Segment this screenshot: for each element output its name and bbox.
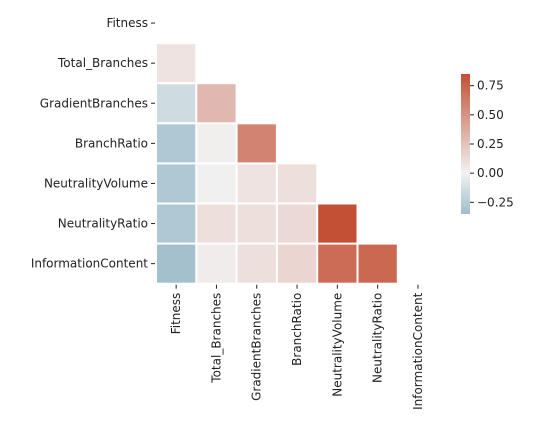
heatmap-cell-InformationContent-BranchRatio bbox=[277, 244, 317, 283]
y-label-NeutralityVolume: NeutralityVolume bbox=[44, 176, 148, 190]
heatmap-cell-NeutralityVolume-GradientBranches bbox=[237, 164, 276, 203]
y-label-Fitness: Fitness bbox=[106, 16, 148, 30]
y-label-BranchRatio: BranchRatio bbox=[75, 136, 148, 150]
heatmap-cell-Total_Branches-Fitness bbox=[157, 44, 196, 83]
heatmap-cell-BranchRatio-GradientBranches bbox=[237, 124, 276, 163]
y-axis-labels: Fitness Total_Branches GradientBranches Bra… bbox=[31, 16, 155, 271]
colorbar-tick-label: 0.75 bbox=[477, 79, 504, 93]
heatmap-cell-InformationContent-Fitness bbox=[157, 244, 196, 283]
colorbar-tick-label: 0.50 bbox=[477, 108, 504, 122]
heatmap-cell-NeutralityVolume-BranchRatio bbox=[277, 164, 317, 203]
heatmap-cell-GradientBranches-Total_Branches bbox=[197, 84, 236, 123]
heatmap-cell-InformationContent-Total_Branches bbox=[197, 244, 236, 283]
heatmap-cell-InformationContent-NeutralityVolume bbox=[318, 244, 357, 283]
x-label-GradientBranches: GradientBranches bbox=[250, 293, 264, 401]
x-label-NeutralityRatio: NeutralityRatio bbox=[371, 293, 385, 383]
y-label-InformationContent: InformationContent bbox=[31, 257, 148, 271]
x-label-NeutralityVolume: NeutralityVolume bbox=[330, 293, 344, 397]
heatmap-cell-NeutralityRatio-BranchRatio bbox=[277, 204, 317, 243]
heatmap-cells bbox=[157, 44, 397, 283]
colorbar-gradient bbox=[461, 74, 470, 214]
x-label-Total_Branches: Total_Branches bbox=[209, 293, 223, 384]
heatmap-cell-GradientBranches-Fitness bbox=[157, 84, 196, 123]
colorbar-tick-label: 0.25 bbox=[477, 137, 504, 151]
heatmap-cell-NeutralityRatio-NeutralityVolume bbox=[318, 204, 357, 243]
heatmap-cell-BranchRatio-Total_Branches bbox=[197, 124, 236, 163]
heatmap-cell-InformationContent-NeutralityRatio bbox=[358, 244, 397, 283]
x-label-InformationContent: InformationContent bbox=[411, 292, 425, 409]
x-label-Fitness: Fitness bbox=[169, 293, 183, 335]
heatmap-cell-InformationContent-GradientBranches bbox=[237, 244, 276, 283]
heatmap-cell-NeutralityRatio-Fitness bbox=[157, 204, 196, 243]
heatmap-cell-NeutralityVolume-Fitness bbox=[157, 164, 196, 203]
heatmap-cell-BranchRatio-Fitness bbox=[157, 124, 196, 163]
y-label-NeutralityRatio: NeutralityRatio bbox=[58, 217, 148, 231]
heatmap-cell-NeutralityRatio-GradientBranches bbox=[237, 204, 276, 243]
y-label-Total_Branches: Total_Branches bbox=[57, 56, 148, 70]
x-label-BranchRatio: BranchRatio bbox=[290, 293, 304, 366]
colorbar-tick-label: −0.25 bbox=[477, 195, 514, 209]
colorbar-tick-label: 0.00 bbox=[477, 166, 504, 180]
x-axis-labels: Fitness Total_Branches GradientBranches Bra… bbox=[169, 284, 425, 410]
heatmap-cell-NeutralityVolume-Total_Branches bbox=[197, 164, 236, 203]
colorbar: 0.75 0.50 0.25 0.00 −0.25 bbox=[461, 74, 514, 214]
heatmap-cell-NeutralityRatio-Total_Branches bbox=[197, 204, 236, 243]
y-label-GradientBranches: GradientBranches bbox=[40, 96, 148, 110]
